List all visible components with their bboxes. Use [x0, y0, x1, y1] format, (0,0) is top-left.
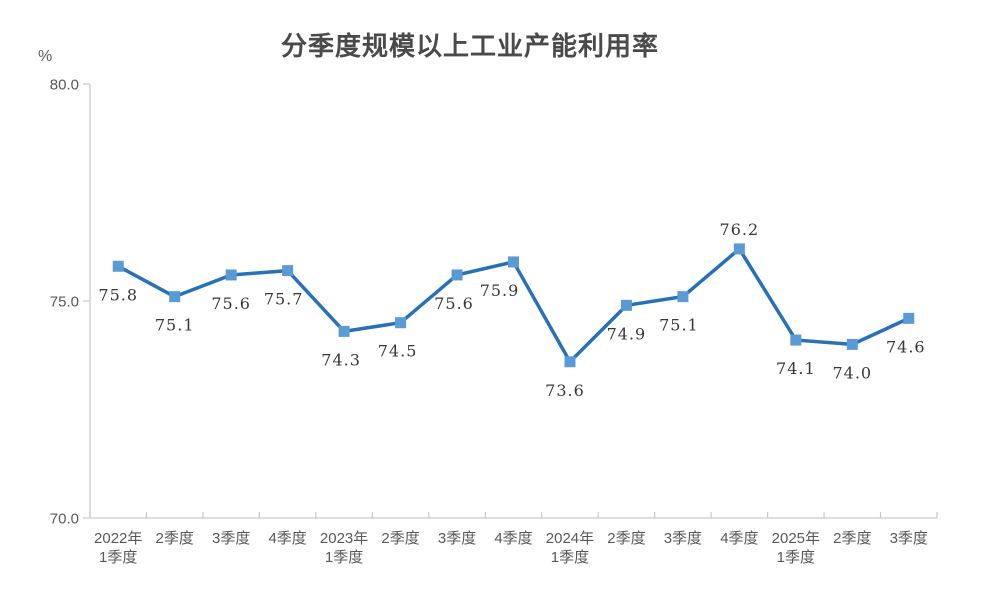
data-point-marker	[733, 243, 745, 255]
y-axis-unit-label: %	[38, 48, 53, 65]
y-axis-tick-label: 70.0	[50, 511, 79, 528]
data-point-label: 75.8	[98, 285, 138, 304]
x-axis-label: 3季度	[212, 530, 250, 547]
data-point-marker	[112, 260, 124, 272]
x-axis-label: 2季度	[381, 530, 419, 547]
y-axis-tick-label: 80.0	[50, 77, 79, 94]
data-point-label: 74.9	[607, 324, 647, 343]
data-point-marker	[395, 317, 407, 329]
x-axis-label: 2023年	[320, 530, 368, 547]
data-point-marker	[903, 312, 915, 324]
x-axis-label: 1季度	[551, 549, 589, 566]
data-point-label: 75.1	[155, 316, 195, 335]
data-point-label: 75.6	[211, 294, 251, 313]
data-point-marker	[677, 291, 689, 303]
data-point-marker	[451, 269, 463, 281]
y-axis-tick-label: 75.0	[50, 294, 79, 311]
x-axis-label: 4季度	[494, 530, 532, 547]
x-axis-label: 4季度	[720, 530, 758, 547]
data-point-marker	[225, 269, 237, 281]
x-axis-label: 1季度	[777, 549, 815, 566]
data-point-label: 74.6	[886, 337, 926, 356]
x-axis-label: 3季度	[438, 530, 476, 547]
data-point-label: 74.0	[832, 363, 872, 382]
data-point-label: 76.2	[720, 220, 760, 239]
data-point-label: 74.5	[378, 342, 418, 361]
data-point-marker	[338, 325, 350, 337]
x-axis-label: 2025年	[772, 530, 820, 547]
data-point-marker	[508, 256, 519, 268]
data-point-label: 73.6	[545, 381, 585, 400]
data-point-marker	[620, 299, 632, 311]
data-point-marker	[564, 356, 576, 368]
x-axis-label: 2024年	[546, 530, 594, 547]
chart-title: 分季度规模以上工业产能利用率	[280, 31, 659, 61]
data-point-label: 75.6	[434, 294, 474, 313]
x-axis-label: 1季度	[99, 549, 137, 566]
data-point-label: 74.3	[321, 350, 361, 369]
data-point-marker	[169, 291, 181, 303]
x-axis-label: 2季度	[833, 530, 871, 547]
data-point-label: 75.9	[480, 281, 520, 300]
data-point-marker	[282, 265, 294, 277]
data-point-marker	[846, 338, 858, 350]
data-point-marker	[790, 334, 802, 346]
x-axis-label: 4季度	[268, 530, 306, 547]
data-point-label: 75.7	[264, 290, 304, 309]
x-axis-label: 2季度	[607, 530, 645, 547]
x-axis-label: 1季度	[325, 549, 363, 566]
x-axis-label: 3季度	[664, 530, 702, 547]
data-point-label: 74.1	[776, 359, 816, 378]
x-axis-label: 2季度	[156, 530, 194, 547]
data-point-label: 75.1	[659, 316, 699, 335]
x-axis-label: 2022年	[94, 530, 142, 547]
x-axis-label: 3季度	[890, 530, 928, 547]
